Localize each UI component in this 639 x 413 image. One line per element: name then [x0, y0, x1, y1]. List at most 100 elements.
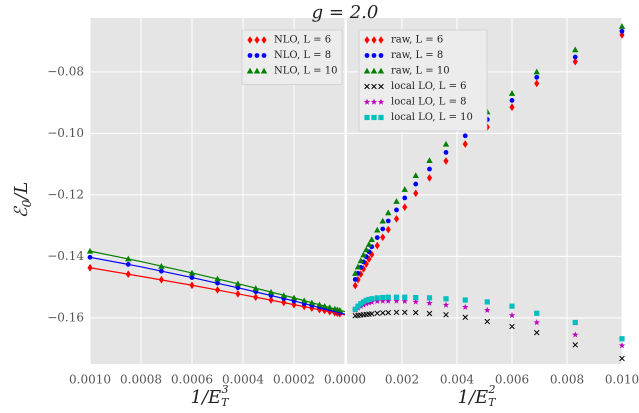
marker-circle	[374, 235, 380, 240]
marker-square	[369, 296, 375, 302]
marker-diamond	[364, 36, 370, 44]
x-tick-label: 0.0000	[324, 373, 366, 387]
marker-square	[484, 299, 490, 305]
marker-star	[379, 297, 386, 304]
marker-circle	[254, 53, 260, 58]
marker-triangle	[426, 157, 433, 163]
marker-star	[412, 298, 419, 305]
legend-box	[358, 29, 488, 132]
marker-triangle	[363, 246, 370, 253]
legend-label: local LO, L = 6	[391, 81, 467, 92]
marker-star	[401, 297, 408, 305]
marker-star	[484, 306, 491, 313]
marker-square	[619, 336, 625, 342]
x-tick-label: 0.002	[385, 373, 419, 387]
marker-x	[374, 310, 381, 317]
marker-square	[366, 296, 372, 303]
y-axis-label: ℰ0/L	[11, 182, 34, 219]
marker-triangle	[442, 140, 450, 147]
x-label-sub: T	[221, 396, 230, 409]
marker-diamond	[534, 79, 540, 88]
marker-square	[402, 294, 408, 300]
x-label-sup: 2	[488, 383, 496, 396]
marker-square	[509, 303, 515, 309]
marker-star	[377, 98, 385, 105]
marker-triangle	[385, 209, 392, 216]
marker-star	[618, 342, 626, 349]
marker-circle	[247, 53, 253, 58]
marker-triangle	[368, 236, 375, 242]
marker-x	[619, 355, 625, 362]
marker-x	[393, 309, 400, 316]
marker-square	[371, 114, 377, 121]
x-label-base: 1/E	[458, 387, 489, 408]
x-tick-label: 0.008	[550, 373, 584, 387]
marker-circle	[380, 226, 386, 232]
marker-diamond	[413, 189, 419, 198]
marker-circle	[509, 98, 515, 103]
x-tick-label: 0.010	[605, 373, 639, 387]
marker-star	[442, 301, 450, 308]
marker-x	[364, 83, 370, 90]
y-label-rest: /L	[11, 182, 32, 202]
marker-square	[534, 310, 540, 316]
x-tick-label: 0.004	[440, 373, 475, 387]
marker-triangle	[572, 46, 579, 53]
y-label-sub: 0	[20, 199, 34, 207]
marker-circle	[352, 277, 358, 282]
marker-circle	[443, 150, 449, 155]
marker-square	[358, 301, 364, 307]
marker-circle	[378, 53, 384, 58]
marker-star	[374, 297, 381, 305]
marker-diamond	[426, 174, 433, 182]
marker-circle	[385, 218, 391, 224]
marker-triangle	[533, 68, 540, 75]
y-tick-label: −0.08	[47, 64, 84, 78]
marker-star	[385, 297, 392, 304]
marker-diamond	[371, 36, 377, 44]
marker-diamond	[374, 241, 380, 250]
x-tick-label: 0.0002	[273, 373, 315, 387]
marker-star	[363, 300, 370, 307]
legend-label: NLO, L = 10	[274, 66, 337, 77]
x-tick-label: 0.0006	[171, 373, 213, 387]
x-label-sup: 3	[222, 383, 229, 396]
marker-triangle	[618, 23, 626, 29]
marker-triangle	[401, 186, 408, 192]
marker-square	[360, 299, 367, 305]
marker-triangle	[412, 172, 419, 179]
y-label-base: ℰ	[11, 205, 32, 218]
marker-diamond	[254, 36, 260, 44]
marker-circle	[462, 133, 468, 139]
x-tick-label: 0.0004	[222, 373, 264, 387]
marker-circle	[427, 166, 432, 172]
marker-x	[572, 342, 579, 348]
marker-circle	[402, 195, 408, 201]
marker-triangle	[365, 241, 373, 247]
marker-square	[426, 295, 433, 301]
marker-diamond	[87, 263, 93, 272]
marker-square	[413, 294, 419, 301]
marker-triangle	[377, 67, 385, 74]
marker-x	[368, 311, 375, 317]
marker-triangle	[246, 67, 254, 74]
marker-star	[508, 312, 516, 319]
marker-triangle	[354, 263, 362, 270]
legend-label: raw, L = 6	[391, 35, 443, 46]
marker-triangle	[508, 90, 516, 96]
marker-triangle	[370, 67, 378, 74]
marker-square	[355, 303, 361, 309]
marker-star	[426, 299, 433, 306]
x-tick-label: 0.0010	[69, 373, 111, 387]
y-tick-label: −0.12	[47, 187, 84, 201]
marker-square	[393, 294, 400, 300]
legend-label: local LO, L = 8	[391, 97, 467, 108]
marker-diamond	[462, 140, 468, 148]
marker-x	[509, 323, 515, 330]
x-tick-label: 0.006	[495, 373, 529, 387]
marker-circle	[394, 207, 399, 213]
marker-square	[364, 114, 370, 121]
marker-x	[443, 312, 449, 318]
marker-diamond	[443, 157, 449, 165]
marker-x	[371, 83, 377, 90]
